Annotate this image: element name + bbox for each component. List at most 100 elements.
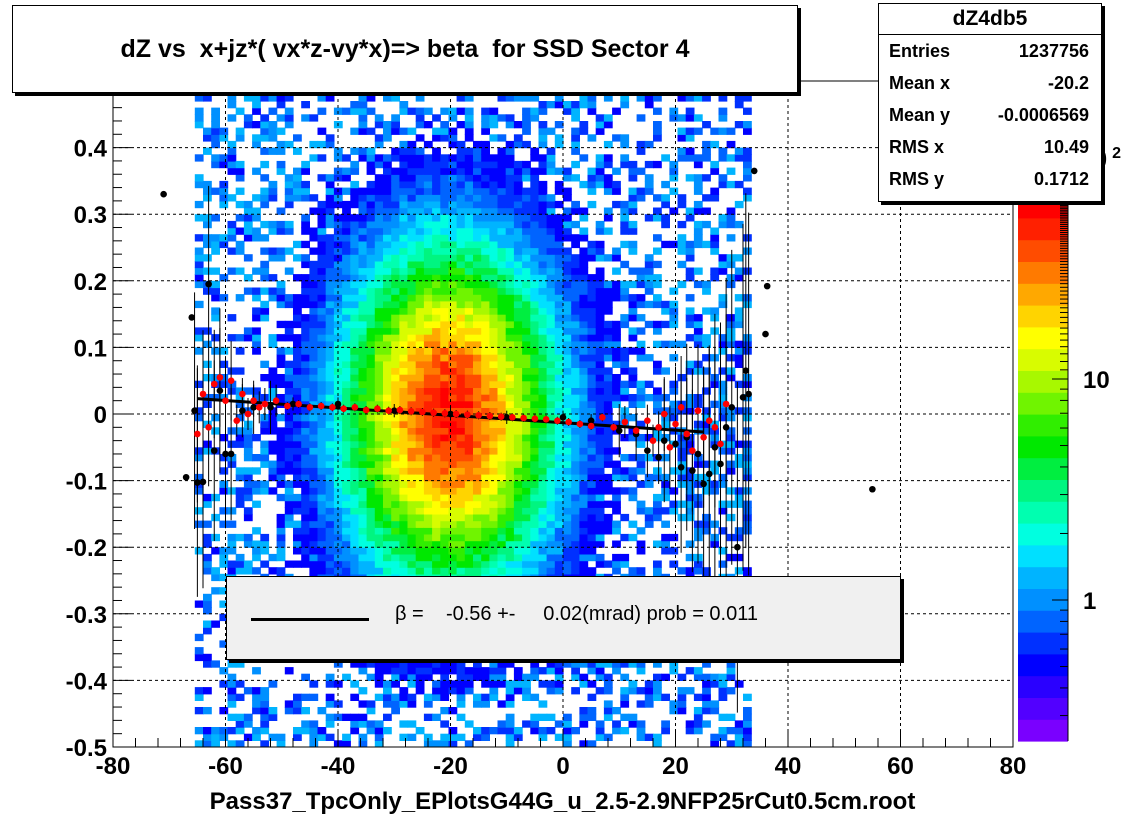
heatmap-cell — [399, 387, 409, 395]
heatmap-cell — [693, 334, 703, 342]
heatmap-cell — [538, 187, 548, 195]
heatmap-cell — [653, 687, 662, 695]
heatmap-cell — [653, 434, 662, 442]
profile-point-red — [587, 422, 595, 430]
heatmap-cell — [399, 667, 409, 675]
heatmap-cell — [464, 274, 474, 282]
heatmap-cell — [489, 493, 499, 502]
heatmap-cell — [227, 234, 237, 242]
heatmap-cell — [342, 394, 351, 402]
heatmap-cell — [284, 420, 294, 428]
heatmap-cell — [440, 300, 450, 309]
heatmap-cell — [227, 194, 237, 202]
heatmap-cell — [489, 340, 499, 348]
heatmap-cell — [554, 387, 564, 395]
heatmap-cell — [579, 454, 589, 462]
heatmap-cell — [546, 207, 556, 215]
heatmap-cell — [391, 520, 400, 528]
heatmap-cell — [554, 447, 564, 455]
heatmap-cell — [644, 380, 654, 388]
heatmap-cell — [432, 547, 441, 555]
heatmap-cell — [497, 560, 507, 568]
heatmap-cell — [423, 107, 433, 115]
heatmap-cell — [432, 680, 441, 688]
heatmap-cell — [407, 207, 417, 215]
heatmap-cell — [481, 667, 490, 675]
heatmap-cell — [383, 493, 392, 502]
heatmap-cell — [342, 240, 351, 249]
heatmap-cell — [374, 347, 384, 355]
heatmap-cell — [595, 274, 605, 282]
heatmap-cell — [260, 740, 270, 747]
heatmap-cell — [366, 274, 376, 282]
heatmap-cell — [489, 473, 499, 482]
heatmap-cell — [309, 347, 319, 355]
heatmap-cell — [456, 227, 466, 235]
heatmap-cell — [194, 414, 204, 422]
heatmap-cell — [342, 320, 351, 329]
heatmap-cell — [538, 547, 548, 555]
heatmap-cell — [415, 507, 425, 515]
heatmap-cell — [653, 327, 662, 335]
heatmap-cell — [407, 733, 417, 741]
heatmap-cell — [612, 527, 621, 535]
heatmap-cell — [284, 500, 294, 508]
heatmap-cell — [497, 480, 507, 488]
heatmap-cell — [685, 727, 695, 735]
heatmap-cell — [260, 200, 270, 209]
heatmap-cell — [423, 287, 433, 295]
heatmap-cell — [252, 547, 261, 555]
heatmap-cell — [653, 740, 662, 747]
heatmap-cell — [505, 367, 515, 375]
heatmap-cell — [669, 307, 679, 315]
heatmap-cell — [653, 234, 662, 242]
heatmap-cell — [391, 227, 400, 235]
heatmap-cell — [219, 360, 229, 368]
heatmap-cell — [497, 154, 507, 162]
heatmap-cell — [497, 260, 507, 269]
heatmap-cell — [374, 214, 384, 222]
heatmap-cell — [489, 314, 499, 322]
heatmap-cell — [276, 533, 286, 542]
heatmap-cell — [415, 567, 425, 575]
heatmap-cell — [595, 500, 605, 508]
heatmap-cell — [702, 140, 711, 149]
heatmap-cell — [252, 727, 261, 735]
heatmap-cell — [554, 334, 564, 342]
heatmap-cell — [677, 200, 687, 209]
heatmap-cell — [464, 234, 474, 242]
heatmap-cell — [268, 427, 278, 435]
heatmap-cell — [350, 460, 360, 468]
heatmap-cell — [726, 727, 736, 735]
heatmap-cell — [203, 327, 212, 335]
heatmap-cell — [407, 560, 417, 568]
heatmap-cell — [399, 154, 409, 162]
heatmap-cell — [628, 267, 638, 275]
heatmap-cell — [203, 733, 212, 741]
heatmap-cell — [243, 493, 253, 502]
heatmap-cell — [342, 294, 351, 302]
heatmap-cell — [440, 680, 450, 688]
heatmap-cell — [383, 160, 392, 169]
heatmap-cell — [579, 327, 589, 335]
heatmap-cell — [456, 673, 466, 681]
heatmap-cell — [391, 240, 400, 249]
heatmap-cell — [513, 507, 523, 515]
heatmap-cell — [235, 560, 245, 568]
heatmap-cell — [333, 154, 343, 162]
heatmap-cell — [432, 300, 441, 309]
profile-point-black — [711, 444, 719, 451]
heatmap-cell — [530, 427, 540, 435]
heatmap-cell — [726, 180, 736, 189]
heatmap-cell — [702, 94, 711, 102]
heatmap-cell — [546, 314, 556, 322]
heatmap-cell — [628, 174, 638, 182]
heatmap-cell — [481, 247, 490, 255]
heatmap-cell — [538, 380, 548, 388]
heatmap-cell — [432, 553, 441, 562]
heatmap-cell — [383, 187, 392, 195]
heatmap-cell — [612, 507, 621, 515]
heatmap-cell — [440, 107, 450, 115]
heatmap-cell — [644, 300, 654, 309]
heatmap-cell — [260, 134, 270, 142]
